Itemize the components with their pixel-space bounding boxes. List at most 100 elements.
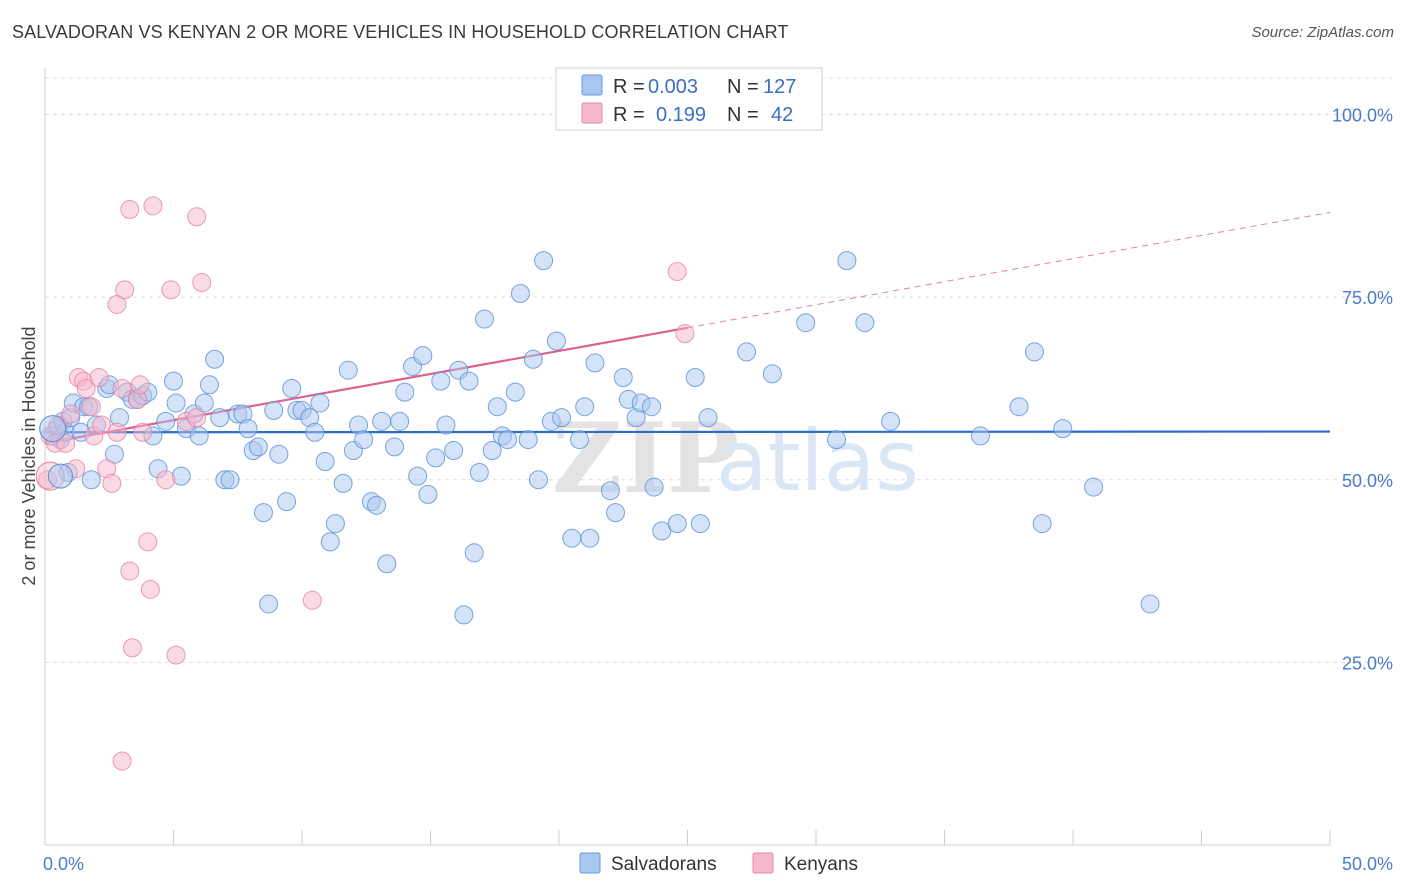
kenyan-point: [140, 579, 160, 599]
salvadoran-point: [580, 528, 600, 548]
trend-line: [44, 430, 1331, 434]
salvadoran-point: [372, 411, 392, 431]
y-tick-label: 75.0%: [1342, 288, 1393, 308]
kenyan-point: [120, 561, 140, 581]
salvadoran-point: [487, 397, 507, 417]
salvadoran-point: [205, 349, 225, 369]
salvadoran-point: [482, 441, 502, 461]
salvadoran-point: [454, 605, 474, 625]
axes: [44, 68, 1331, 846]
kenyan-point: [76, 378, 96, 398]
salvadoran-point: [377, 554, 397, 574]
salvadoran-point: [315, 452, 335, 471]
bottom-legend-swatch-kenyans: [752, 852, 774, 874]
salvadoran-point: [474, 309, 494, 329]
salvadoran-point: [431, 371, 451, 391]
kenyan-point: [112, 751, 132, 771]
legend-r-label: R =: [613, 76, 645, 98]
kenyan-point: [89, 367, 109, 387]
salvadoran-point: [1024, 342, 1044, 362]
salvadoran-point: [762, 364, 782, 384]
legend-swatch-kenyans: [581, 102, 603, 124]
salvadoran-point: [510, 283, 530, 303]
kenyan-point: [156, 470, 176, 490]
salvadoran-point: [1140, 594, 1160, 614]
salvadoran-point: [1053, 419, 1073, 439]
salvadoran-point: [47, 463, 73, 489]
salvadoran-point: [534, 251, 554, 271]
kenyan-point: [187, 207, 207, 227]
salvadoran-point: [259, 594, 279, 614]
salvadoran-point: [194, 393, 214, 413]
kenyan-point: [122, 638, 142, 658]
salvadoran-point: [600, 481, 620, 501]
salvadoran-point: [104, 444, 124, 464]
y-tick-label: 50.0%: [1342, 471, 1393, 491]
y-tick-label: 100.0%: [1332, 106, 1393, 126]
kenyan-point: [143, 196, 163, 216]
salvadoran-point: [690, 514, 710, 534]
salvadoran-point: [426, 448, 446, 468]
salvadoran-point: [333, 473, 353, 493]
salvadoran-point: [413, 346, 433, 366]
salvadoran-point: [498, 430, 518, 450]
salvadoran-point: [166, 393, 186, 413]
kenyan-point: [61, 404, 81, 424]
salvadoran-point: [881, 411, 901, 431]
salvadoran-point: [796, 313, 816, 333]
salvadoran-point: [210, 408, 230, 428]
salvadoran-point: [310, 393, 330, 413]
chart-title: SALVADORAN VS KENYAN 2 OR MORE VEHICLES …: [12, 22, 789, 42]
salvadoran-point: [1009, 397, 1029, 417]
salvadoran-point: [320, 532, 340, 552]
y-axis-label: 2 or more Vehicles in Household: [19, 326, 39, 585]
salvadoran-point: [837, 251, 857, 271]
salvadoran-point: [282, 378, 302, 398]
series-legend: Salvadorans Kenyans: [579, 852, 858, 875]
salvadoran-point: [698, 408, 718, 428]
salvadoran-point: [667, 514, 687, 534]
legend-r-value: 0.199: [656, 104, 706, 126]
salvadoran-point: [644, 477, 664, 497]
legend-r-label: R =: [613, 104, 645, 126]
salvadoran-point: [505, 382, 525, 402]
bottom-legend-swatch-salvadorans: [579, 852, 601, 874]
legend-r-value: 0.003: [648, 76, 698, 98]
kenyan-point: [166, 645, 186, 665]
salvadoran-point: [444, 441, 464, 461]
salvadoran-point: [685, 367, 705, 387]
salvadoran-point: [164, 371, 183, 391]
salvadoran-point: [606, 503, 626, 523]
salvadoran-point: [1032, 514, 1052, 534]
kenyan-point: [107, 422, 127, 442]
gridlines: [45, 77, 1392, 663]
salvadoran-point: [855, 313, 875, 333]
salvadoran-point: [338, 360, 358, 380]
legend-n-value: 127: [763, 76, 796, 98]
legend-n-label: N =: [727, 76, 759, 98]
salvadoran-point: [528, 470, 548, 490]
kenyan-point: [161, 280, 181, 300]
bottom-legend-label-salvadorans: Salvadorans: [611, 854, 717, 875]
salvadoran-point: [385, 437, 405, 457]
kenyan-point: [187, 408, 207, 428]
kenyan-point: [120, 199, 140, 219]
salvadoran-point: [562, 528, 582, 548]
salvadoran-point: [408, 466, 428, 486]
salvadoran-point: [269, 444, 289, 464]
salvadoran-point: [970, 426, 990, 446]
kenyan-point: [302, 590, 322, 610]
salvadoran-point: [325, 514, 345, 534]
salvadoran-point: [156, 411, 176, 431]
x-tick-label: 50.0%: [1342, 854, 1393, 874]
salvadoran-point: [264, 400, 284, 420]
salvadoran-point: [81, 470, 101, 490]
salvadoran-point: [367, 495, 387, 515]
kenyan-point: [130, 375, 150, 395]
tick-labels: 25.0% 50.0% 75.0% 100.0% 0.0% 50.0%: [43, 106, 1393, 874]
legend-swatch-salvadorans: [581, 74, 603, 96]
trend-lines: [44, 211, 1331, 445]
salvadoran-point: [552, 408, 572, 428]
kenyan-point: [192, 273, 212, 293]
